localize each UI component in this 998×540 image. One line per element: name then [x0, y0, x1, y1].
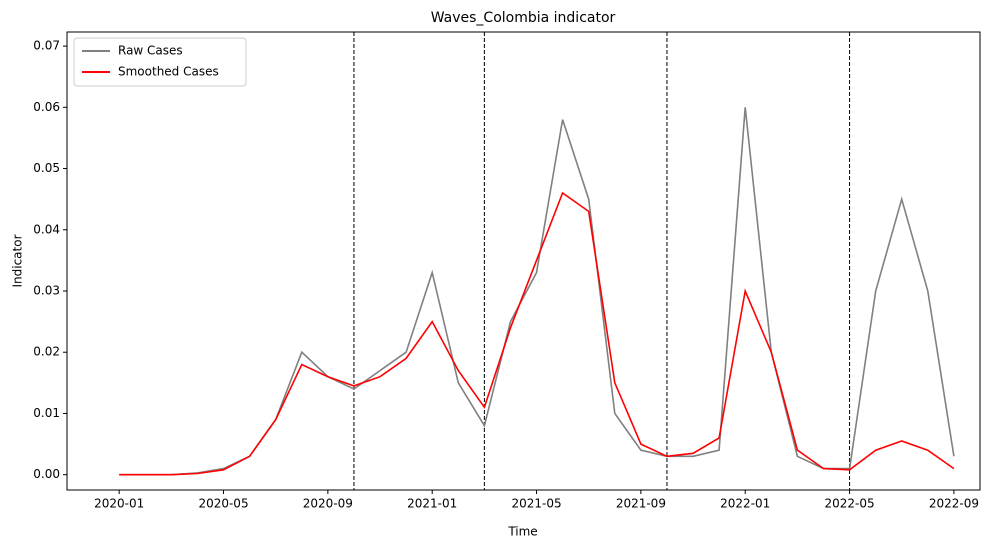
x-tick-label: 2021-01: [407, 497, 457, 511]
plot-frame: [66, 31, 981, 491]
legend-label: Smoothed Cases: [118, 65, 219, 79]
x-tick-label: 2022-01: [720, 497, 770, 511]
x-tick-label: 2021-09: [616, 497, 666, 511]
x-axis-label: Time: [507, 525, 537, 539]
x-tick-label: 2020-05: [198, 497, 248, 511]
series-line: [119, 191, 955, 476]
chart-title: Waves_Colombia indicator: [431, 10, 616, 26]
x-tick-label: 2021-05: [511, 497, 561, 511]
series-line: [119, 107, 955, 476]
legend-box: [73, 37, 247, 87]
y-tick-label: 0.04: [33, 222, 60, 236]
y-tick-label: 0.00: [33, 467, 60, 481]
legend-label: Raw Cases: [118, 44, 183, 58]
y-tick-label: 0.06: [33, 100, 60, 114]
y-tick-label: 0.01: [33, 406, 60, 420]
x-tick-label: 2022-05: [825, 497, 875, 511]
y-tick-label: 0.03: [33, 284, 60, 298]
x-tick-label: 2022-09: [929, 497, 979, 511]
y-tick-label: 0.02: [33, 345, 60, 359]
x-tick-label: 2020-09: [303, 497, 353, 511]
legend: Raw Cases Smoothed Cases: [73, 37, 247, 87]
y-tick-label: 0.07: [33, 39, 60, 53]
x-tick-label: 2020-01: [94, 497, 144, 511]
y-axis-label: Indicator: [11, 234, 25, 287]
y-tick-label: 0.05: [33, 161, 60, 175]
